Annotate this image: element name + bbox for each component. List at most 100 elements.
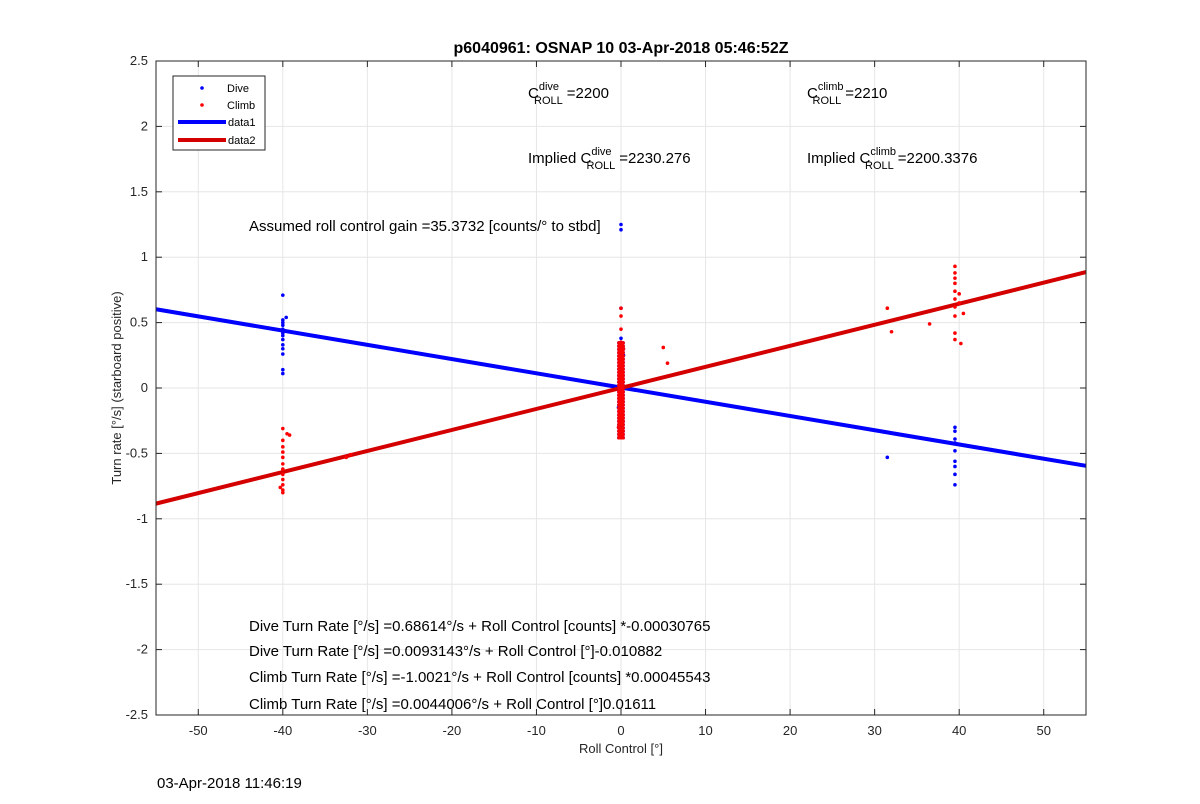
point-climb: [344, 455, 349, 460]
point-climb-cluster: [621, 360, 625, 365]
point-climb: [281, 426, 285, 431]
point-climb: [278, 485, 283, 490]
point-climb: [953, 314, 957, 318]
point-dive: [953, 437, 957, 441]
point-dive: [281, 318, 285, 322]
y-tick-label: 1: [141, 249, 148, 264]
y-tick-label: -1.5: [126, 576, 148, 591]
point-climb-cluster: [621, 347, 625, 352]
y-tick-label: 1.5: [130, 184, 148, 199]
point-climb-cluster: [621, 432, 625, 437]
x-tick-label: 20: [783, 723, 797, 738]
c-roll-dive-annotation: Cdive ROLL =2200: [528, 81, 609, 107]
point-dive: [281, 320, 285, 325]
y-tick-label: 0.5: [130, 315, 148, 330]
point-climb: [281, 472, 285, 477]
point-dive: [953, 425, 957, 430]
x-tick-label: 40: [952, 723, 966, 738]
dive-degrees-equation: Dive Turn Rate [°/s] =0.0093143°/s + Rol…: [249, 643, 662, 660]
legend-data1-label: data1: [228, 117, 256, 129]
y-tick-label: -1: [136, 511, 148, 526]
point-climb: [281, 450, 285, 454]
point-dive: [953, 429, 957, 433]
point-climb: [953, 305, 957, 309]
x-tick-label: 50: [1036, 723, 1050, 738]
point-climb: [281, 462, 285, 466]
legend-dive-label: Dive: [227, 83, 249, 95]
point-dive: [281, 333, 285, 338]
point-climb-cluster: [621, 367, 625, 371]
point-climb: [961, 311, 966, 316]
point-climb: [957, 301, 961, 305]
implied-c-roll-dive-annotation: Implied Cdive ROLL =2230.276: [528, 146, 691, 172]
point-climb: [287, 433, 292, 437]
point-climb-cluster: [621, 380, 625, 384]
point-dive: [281, 293, 285, 297]
y-tick-label: 0: [141, 380, 148, 395]
point-climb-cluster: [621, 341, 625, 345]
legend-data2-label: data2: [228, 135, 256, 147]
x-tick-label: -30: [358, 723, 377, 738]
point-climb: [953, 271, 957, 275]
legend-climb-marker: [200, 103, 204, 107]
point-climb-cluster: [621, 419, 625, 424]
point-climb: [953, 281, 957, 286]
point-climb-cluster: [621, 377, 625, 381]
climb-degrees-equation: Climb Turn Rate [°/s] =0.0044006°/s + Ro…: [249, 696, 656, 713]
point-dive: [619, 227, 623, 232]
point-climb: [619, 327, 623, 331]
point-dive: [281, 346, 285, 351]
dive-counts-equation: Dive Turn Rate [°/s] =0.68614°/s + Roll …: [249, 618, 710, 635]
legend-dive-marker: [200, 86, 204, 90]
point-climb-cluster: [621, 393, 625, 397]
point-climb-cluster: [621, 422, 625, 427]
point-climb: [348, 452, 353, 457]
implied-c-roll-climb-annotation: Implied Cclimb ROLL =2200.3376: [807, 146, 977, 172]
data-points: [278, 222, 966, 495]
point-dive: [281, 343, 285, 347]
point-climb: [619, 314, 623, 318]
point-climb-cluster: [621, 383, 625, 388]
x-tick-label: 0: [617, 723, 624, 738]
point-dive: [281, 371, 285, 376]
point-dive: [281, 352, 285, 356]
legend-climb-label: Climb: [227, 100, 255, 112]
y-tick-label: -2.5: [126, 707, 148, 722]
point-climb-cluster: [621, 413, 625, 417]
point-climb: [281, 482, 285, 487]
point-climb: [953, 289, 957, 294]
point-dive: [619, 336, 623, 341]
point-climb: [619, 306, 623, 311]
point-dive: [953, 464, 957, 469]
point-dive: [619, 222, 623, 227]
point-climb: [953, 297, 957, 301]
point-climb-cluster: [621, 344, 625, 348]
point-dive: [281, 327, 285, 331]
point-climb: [661, 345, 666, 350]
y-tick-label: 2.5: [130, 53, 148, 68]
point-climb: [885, 306, 890, 311]
axis-ticks: -50 -40 -30 -20 -10 0 10 20 30 40 50-2.5-2-1.5-1-0…: [126, 53, 1086, 738]
point-climb-cluster: [621, 426, 625, 430]
point-climb-cluster: [621, 386, 625, 391]
point-dive: [281, 331, 285, 335]
point-climb: [281, 488, 285, 492]
point-climb-cluster: [621, 435, 625, 440]
point-climb: [953, 276, 957, 280]
point-climb: [953, 264, 957, 269]
point-dive: [953, 441, 957, 445]
x-axis-label: Roll Control [°]: [579, 741, 663, 756]
y-tick-label: -0.5: [126, 445, 148, 460]
point-climb-cluster: [621, 429, 625, 433]
point-dive: [281, 367, 285, 372]
point-climb: [953, 331, 957, 335]
point-climb: [281, 445, 285, 449]
point-climb: [957, 292, 961, 296]
climb-counts-equation: Climb Turn Rate [°/s] =-1.0021°/s + Roll…: [249, 669, 710, 686]
footer-timestamp: 03-Apr-2018 11:46:19: [157, 775, 302, 792]
x-tick-label: -10: [527, 723, 546, 738]
point-climb-cluster: [621, 363, 625, 368]
point-climb-cluster: [621, 373, 625, 378]
point-climb: [281, 490, 285, 495]
